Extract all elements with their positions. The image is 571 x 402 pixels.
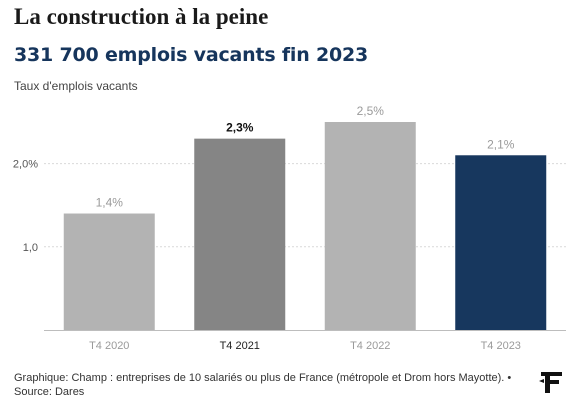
y-tick-label: 1,0 [23,242,38,254]
bar [455,155,547,330]
y-axis-label: Taux d'emplois vacants [14,79,138,93]
chart-title: La construction à la peine [14,4,269,29]
x-tick-label: T4 2023 [481,340,521,352]
x-tick-label: T4 2020 [89,340,129,352]
publisher-logo-icon [539,372,562,393]
x-tick-label: T4 2021 [220,340,260,352]
footer-note: Graphique: Champ : entreprises de 10 sal… [14,372,512,398]
bar-value-label: 2,1% [487,137,515,151]
y-tick-label: 2,0% [13,159,38,171]
bar-value-label: 2,5% [357,104,385,118]
bar [63,213,155,330]
bar-value-label: 1,4% [96,196,124,210]
bar-value-label: 2,3% [226,121,254,135]
bar [194,138,286,330]
chart-subtitle: 331 700 emplois vacants fin 2023 [14,44,369,66]
x-tick-label: T4 2022 [350,340,390,352]
bar [324,122,416,330]
